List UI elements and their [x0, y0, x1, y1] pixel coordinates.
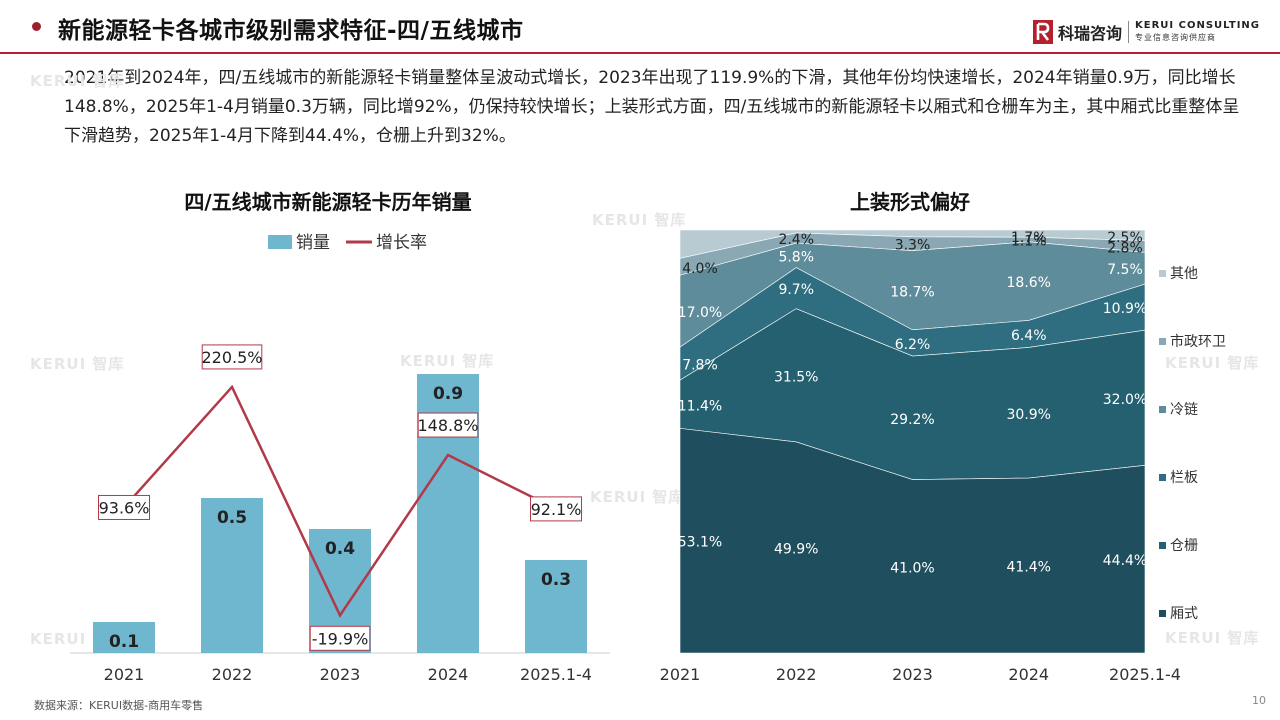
area-value-label: 18.6% — [1007, 275, 1051, 291]
area-value-label: 53.1% — [678, 535, 722, 551]
legend-swatch — [1159, 474, 1166, 481]
sales-chart-title: 四/五线城市新能源轻卡历年销量 — [184, 190, 472, 214]
data-source-note: 数据来源：KERUI数据-商用车零售 — [34, 699, 204, 712]
x-tick-label: 2023 — [320, 665, 361, 684]
watermark: KERUI 智库 — [30, 72, 125, 90]
area-value-label: 5.8% — [778, 249, 814, 265]
area-value-label: 6.4% — [1011, 328, 1047, 344]
growth-label-box — [201, 344, 263, 370]
body-type-area-chart: 53.1% 49.9% 41.0% 41.4% 44.4% 11.4% 31.5% 29.2%… — [660, 229, 1226, 684]
legend-swatch — [1159, 542, 1166, 549]
logo-chinese-name: 科瑞咨询 — [1058, 24, 1123, 43]
area-value-label: 1.7% — [1011, 230, 1047, 246]
x-tick-label: 2024 — [428, 665, 469, 684]
watermark: KERUI 智库 — [592, 211, 687, 229]
legend-label: 市政环卫 — [1170, 333, 1226, 350]
area-value-label: 18.7% — [890, 284, 934, 300]
logo-tagline: 专业信息咨询供应商 — [1135, 33, 1217, 42]
area-value-label: 11.4% — [678, 398, 722, 414]
sales-growth-chart: 销量 增长率 0.1 0.5 0.4 0.9 0.3 2021 2022 2023 2024 2025… — [70, 233, 610, 684]
legend-label: 厢式 — [1170, 606, 1198, 622]
x-tick-label: 2025.1-4 — [1109, 665, 1181, 684]
x-tick-label: 2024 — [1008, 665, 1049, 684]
legend-label: 其他 — [1170, 266, 1198, 282]
growth-label-box — [98, 494, 150, 520]
legend-swatch — [1159, 406, 1166, 413]
growth-rate-label: -19.9% — [312, 629, 369, 648]
sales-bar-label: 0.1 — [109, 632, 139, 652]
legend-label-growth: 增长率 — [376, 233, 427, 253]
growth-label-box — [530, 496, 582, 522]
page-number: 10 — [1252, 694, 1266, 707]
area-value-label: 1.1% — [1011, 234, 1047, 250]
growth-label-box — [309, 625, 371, 651]
x-tick-label: 2023 — [892, 665, 933, 684]
logo-separator — [1128, 21, 1130, 43]
logo-english-name: KERUI CONSULTING — [1135, 20, 1260, 31]
legend-label-sales: 销量 — [296, 233, 330, 253]
page-title: 新能源轻卡各城市级别需求特征-四/五线城市 — [58, 18, 524, 44]
area-value-label: 10.9% — [1103, 301, 1147, 317]
title-underline — [0, 52, 1280, 54]
area-band-厢式 — [679, 428, 1146, 654]
area-value-label: 9.7% — [778, 282, 814, 298]
legend-swatch — [1159, 338, 1166, 345]
growth-rate-label: 93.6% — [99, 498, 150, 517]
growth-rate-label: 220.5% — [201, 348, 262, 367]
watermark: KERUI 智库 — [30, 355, 125, 373]
growth-label-box — [417, 412, 479, 438]
area-value-label: 2.4% — [778, 232, 814, 248]
x-tick-label: 2021 — [104, 665, 145, 684]
growth-rate-label: 148.8% — [417, 416, 478, 435]
sales-bar — [93, 622, 155, 653]
summary-text: 2021年到2024年，四/五线城市的新能源轻卡销量整体呈波动式增长，2023年… — [64, 68, 1240, 146]
area-value-label: 44.4% — [1103, 553, 1147, 569]
legend-swatch — [1159, 270, 1166, 277]
area-value-label: 41.4% — [1007, 560, 1051, 576]
legend-swatch — [1159, 610, 1166, 617]
area-value-label: 17.0% — [678, 305, 722, 321]
body-type-chart-title: 上装形式偏好 — [850, 190, 970, 214]
sales-bar-label: 0.4 — [325, 539, 355, 559]
chart-legend: 销量 增长率 — [268, 233, 427, 253]
area-value-label: 49.9% — [774, 541, 818, 557]
watermark: KERUI 智库 — [1165, 354, 1260, 372]
sales-bar — [525, 560, 587, 653]
area-value-label: 3.3% — [895, 238, 931, 254]
brand-logo: 科瑞咨询 KERUI CONSULTING 专业信息咨询供应商 — [1032, 18, 1260, 46]
area-value-label: 29.2% — [890, 412, 934, 428]
watermark: KERUI 智库 — [590, 488, 685, 506]
sales-bar-label: 0.5 — [217, 508, 247, 528]
legend-swatch-sales — [268, 235, 292, 249]
area-value-label: 2.5% — [1107, 230, 1143, 246]
area-value-label: 6.2% — [895, 337, 931, 353]
x-tick-label: 2021 — [660, 665, 701, 684]
kerui-logo-icon — [1033, 20, 1053, 44]
area-value-label: 2.8% — [1107, 240, 1143, 256]
title-bullet — [32, 22, 41, 31]
area-value-label: 30.9% — [1007, 407, 1051, 423]
area-value-label: 7.8% — [682, 358, 718, 374]
sales-bar-label: 0.3 — [541, 570, 571, 590]
area-value-label: 32.0% — [1103, 392, 1147, 408]
sales-bar-label: 0.9 — [433, 384, 463, 404]
watermark: KERUI 智库 — [400, 352, 495, 370]
legend-label: 仓栅 — [1170, 538, 1198, 554]
growth-rate-line — [123, 384, 557, 618]
area-value-label: 31.5% — [774, 369, 818, 385]
x-tick-label: 2022 — [776, 665, 817, 684]
watermark: KERUI 智库 — [1165, 629, 1260, 647]
area-value-label: 41.0% — [890, 560, 934, 576]
x-tick-label: 2022 — [212, 665, 253, 684]
x-tick-label: 2025.1-4 — [520, 665, 592, 684]
area-value-label: 4.0% — [682, 261, 718, 277]
legend-label: 冷链 — [1170, 402, 1198, 418]
area-value-label: 7.5% — [1107, 262, 1143, 278]
sales-bar — [201, 498, 263, 653]
legend-label: 栏板 — [1170, 470, 1198, 486]
growth-rate-label: 92.1% — [531, 500, 582, 519]
